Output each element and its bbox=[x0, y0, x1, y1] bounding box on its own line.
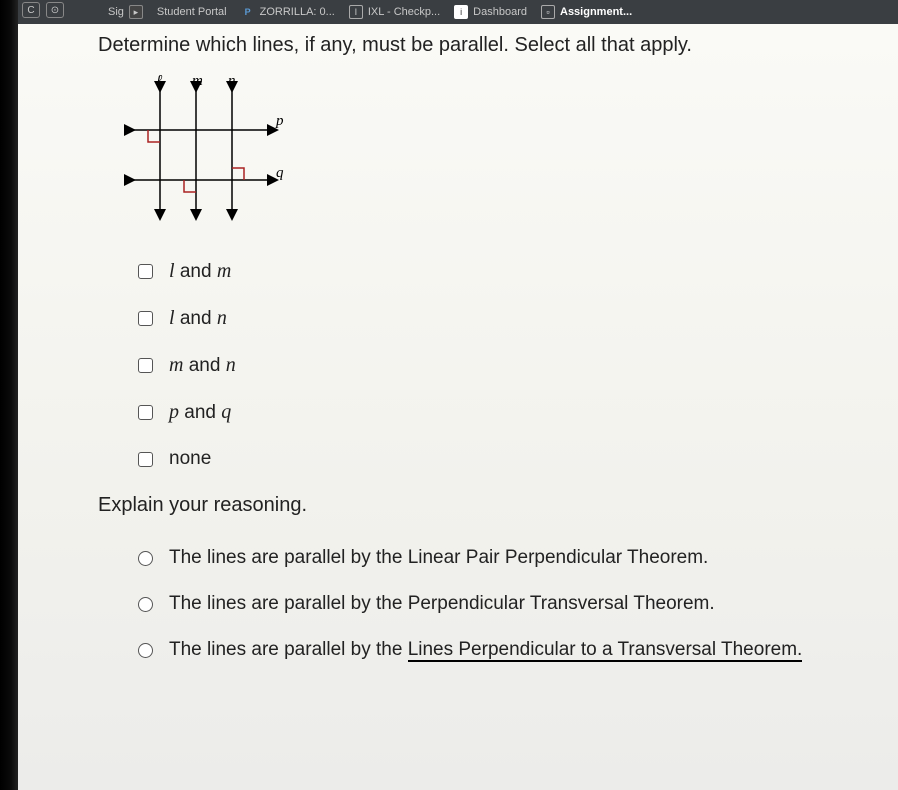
reason-label: The lines are parallel by the Linear Pai… bbox=[169, 547, 708, 569]
checkbox-icon[interactable] bbox=[138, 358, 153, 373]
radio-icon[interactable] bbox=[138, 551, 153, 566]
reason-lines-perp-transversal[interactable]: The lines are parallel by the Lines Perp… bbox=[138, 639, 878, 661]
page-content: Determine which lines, if any, must be p… bbox=[18, 24, 898, 790]
tab-label: Assignment... bbox=[560, 6, 632, 18]
tab-label: ZORRILLA: 0... bbox=[260, 6, 335, 18]
option-l-m[interactable]: l and m bbox=[138, 260, 878, 283]
reason-perp-transversal[interactable]: The lines are parallel by the Perpendicu… bbox=[138, 593, 878, 615]
tab-assignment[interactable]: ▫ Assignment... bbox=[541, 5, 632, 19]
tab-label: Sig bbox=[108, 6, 124, 18]
question-text: Determine which lines, if any, must be p… bbox=[98, 34, 878, 57]
svg-text:q: q bbox=[276, 165, 284, 181]
checkbox-icon[interactable] bbox=[138, 405, 153, 420]
checkbox-icon[interactable] bbox=[138, 452, 153, 467]
play-icon: ▸ bbox=[129, 5, 143, 19]
option-none[interactable]: none bbox=[138, 448, 878, 470]
reason-linear-pair[interactable]: The lines are parallel by the Linear Pai… bbox=[138, 547, 878, 569]
option-label: none bbox=[169, 448, 211, 470]
radio-icon[interactable] bbox=[138, 597, 153, 612]
option-label: m and n bbox=[169, 354, 236, 377]
explain-heading: Explain your reasoning. bbox=[98, 494, 878, 517]
nav-target-icon[interactable]: ⊙ bbox=[46, 2, 64, 18]
tab-label: Student Portal bbox=[157, 6, 227, 18]
i-icon: I bbox=[349, 5, 363, 19]
browser-tab-bar: C ⊙ Sig ▸ Student Portal P ZORRILLA: 0..… bbox=[18, 0, 898, 24]
option-p-q[interactable]: p and q bbox=[138, 401, 878, 424]
radio-icon[interactable] bbox=[138, 643, 153, 658]
tab-ixl[interactable]: I IXL - Checkp... bbox=[349, 5, 440, 19]
tab-sig[interactable]: Sig ▸ bbox=[108, 5, 143, 19]
option-m-n[interactable]: m and n bbox=[138, 354, 878, 377]
svg-text:p: p bbox=[275, 113, 284, 129]
geometry-diagram: ℓ m n p q bbox=[118, 75, 288, 225]
p-icon: P bbox=[241, 5, 255, 19]
svg-text:m: m bbox=[192, 75, 203, 89]
option-label: l and m bbox=[169, 260, 231, 283]
tab-zorrilla[interactable]: P ZORRILLA: 0... bbox=[241, 5, 335, 19]
info-icon: i bbox=[454, 5, 468, 19]
nav-back-icon[interactable]: C bbox=[22, 2, 40, 18]
tab-dashboard[interactable]: i Dashboard bbox=[454, 5, 527, 19]
reason-label: The lines are parallel by the Perpendicu… bbox=[169, 593, 715, 615]
reason-label: The lines are parallel by the Lines Perp… bbox=[169, 639, 802, 661]
checkbox-icon[interactable] bbox=[138, 311, 153, 326]
svg-text:n: n bbox=[228, 75, 236, 89]
checkbox-options: l and m l and n m and n p and q none Exp… bbox=[138, 260, 878, 661]
tab-student-portal[interactable]: Student Portal bbox=[157, 6, 227, 18]
tab-label: Dashboard bbox=[473, 6, 527, 18]
option-label: p and q bbox=[169, 401, 231, 424]
option-l-n[interactable]: l and n bbox=[138, 307, 878, 330]
tab-label: IXL - Checkp... bbox=[368, 6, 440, 18]
option-label: l and n bbox=[169, 307, 227, 330]
device-edge bbox=[0, 0, 18, 790]
svg-text:ℓ: ℓ bbox=[156, 75, 162, 89]
square-icon: ▫ bbox=[541, 5, 555, 19]
checkbox-icon[interactable] bbox=[138, 264, 153, 279]
